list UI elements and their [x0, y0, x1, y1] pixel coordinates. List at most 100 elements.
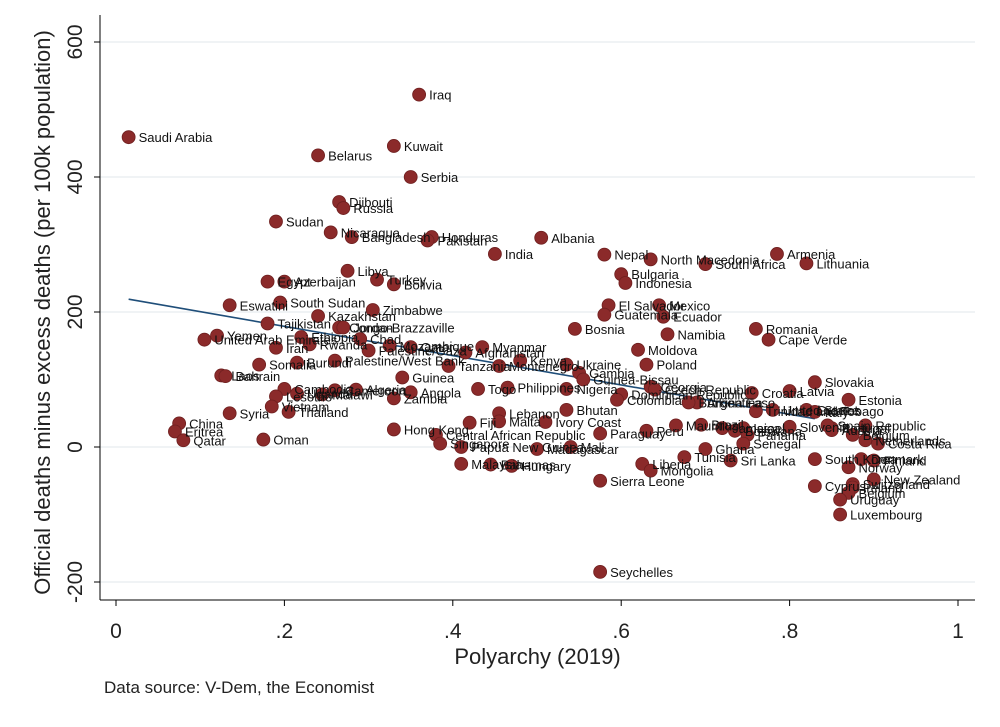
point-label: Sierra Leone [610, 474, 684, 489]
point-label: Uganda [307, 387, 353, 402]
point-label: Finland [884, 454, 927, 469]
point-label: Iran [286, 341, 308, 356]
point-label: Yemen [227, 329, 267, 344]
point-label: Syria [240, 406, 270, 421]
data-point [471, 382, 485, 396]
x-tick-label: .2 [276, 620, 294, 643]
point-label: Tunisia [694, 450, 736, 465]
point-label: Moldova [648, 343, 698, 358]
data-point [866, 453, 881, 468]
point-label: Trinidad and Tobago [766, 404, 884, 419]
point-label: Albania [551, 231, 595, 246]
point-label: Uruguay [850, 493, 900, 508]
data-point [647, 382, 662, 397]
data-point [260, 274, 275, 289]
x-tick-label: .8 [781, 620, 799, 643]
data-point [403, 385, 418, 400]
data-point [807, 404, 822, 419]
data-point [744, 386, 759, 400]
point-label: Namibia [678, 327, 726, 342]
data-point [487, 247, 502, 261]
data-point [833, 492, 848, 507]
point-label: Portugal [842, 421, 891, 436]
data-point [736, 436, 751, 451]
point-label: Denmark [871, 452, 924, 467]
point-label: Cameroon [345, 383, 406, 398]
data-point [639, 357, 654, 372]
point-label: Kenya [530, 354, 568, 369]
point-label: Romania [766, 322, 819, 337]
data-point [530, 442, 544, 456]
point-label: New Zealand [884, 472, 961, 487]
point-label: Gambia [589, 366, 635, 381]
point-label: Central African Republic [446, 428, 586, 443]
point-label: South Sudan [290, 296, 365, 311]
point-label: Nigeria [576, 382, 618, 397]
data-point [210, 328, 224, 343]
data-point [277, 274, 292, 289]
point-label: Netherlands [875, 433, 946, 448]
data-point [433, 436, 448, 451]
data-point [336, 320, 351, 335]
point-label: China [189, 416, 224, 431]
data-point [820, 418, 835, 433]
data-point [386, 422, 401, 437]
data-point [290, 386, 304, 401]
point-label: Mozambique [400, 339, 474, 354]
data-point [698, 257, 713, 271]
point-label: Thailand [299, 405, 349, 420]
data-point [121, 130, 136, 145]
axes: -200 0 200 400 600 0 .2 .4 .6 .8 1 [64, 15, 975, 643]
point-label: Bangladesh [362, 230, 431, 245]
point-label: Lesotho [286, 389, 332, 404]
data-point [656, 309, 671, 324]
point-label: Ecuador [673, 310, 722, 325]
point-label: Mexico [669, 298, 710, 313]
data-point [643, 252, 658, 267]
data-point [799, 256, 814, 271]
data-point [858, 433, 873, 448]
point-label: Slovakia [825, 375, 875, 390]
point-label: Belarus [328, 148, 373, 163]
point-label: Kuwait [404, 139, 443, 154]
point-label: Georgia [661, 380, 708, 395]
point-label: Mongolia [661, 464, 715, 479]
point-label: United Arab Emirates [214, 333, 337, 348]
data-point [841, 460, 856, 475]
data-point [698, 442, 713, 456]
y-tick-label: 400 [64, 159, 87, 194]
point-label: Vietnam [282, 400, 329, 415]
data-point [833, 507, 848, 522]
data-point [807, 452, 822, 467]
point-label: Burundi [307, 356, 352, 371]
data-point [353, 332, 368, 346]
point-label: Belgium [863, 428, 910, 443]
data-point [727, 423, 742, 438]
data-point [273, 295, 288, 310]
data-point [807, 375, 822, 390]
data-point [403, 340, 418, 355]
point-label: South Africa [715, 257, 786, 272]
data-point [538, 415, 553, 429]
point-label: Azerbaijan [294, 275, 355, 290]
data-point [462, 415, 477, 430]
data-point [475, 340, 490, 355]
data-point [845, 427, 860, 442]
data-point [593, 564, 608, 579]
point-label: Seychelles [610, 565, 673, 580]
point-label: Luxembourg [850, 508, 922, 523]
data-point [871, 436, 885, 451]
point-label: Lithuania [816, 256, 870, 271]
data-point [260, 316, 275, 331]
point-label: United States [783, 403, 862, 418]
point-label: Singapore [450, 437, 509, 452]
point-label: Bhutan [576, 403, 617, 418]
point-label: Ireland [863, 481, 903, 496]
data-point [749, 404, 763, 419]
point-labels: Iraq Saudi Arabia Kuwait Belarus Serbia Djibo… [139, 88, 961, 580]
data-point [770, 247, 784, 261]
data-point [311, 309, 325, 323]
data-point [281, 404, 296, 419]
data-point [681, 395, 696, 410]
point-label: Guatemala [614, 308, 678, 323]
